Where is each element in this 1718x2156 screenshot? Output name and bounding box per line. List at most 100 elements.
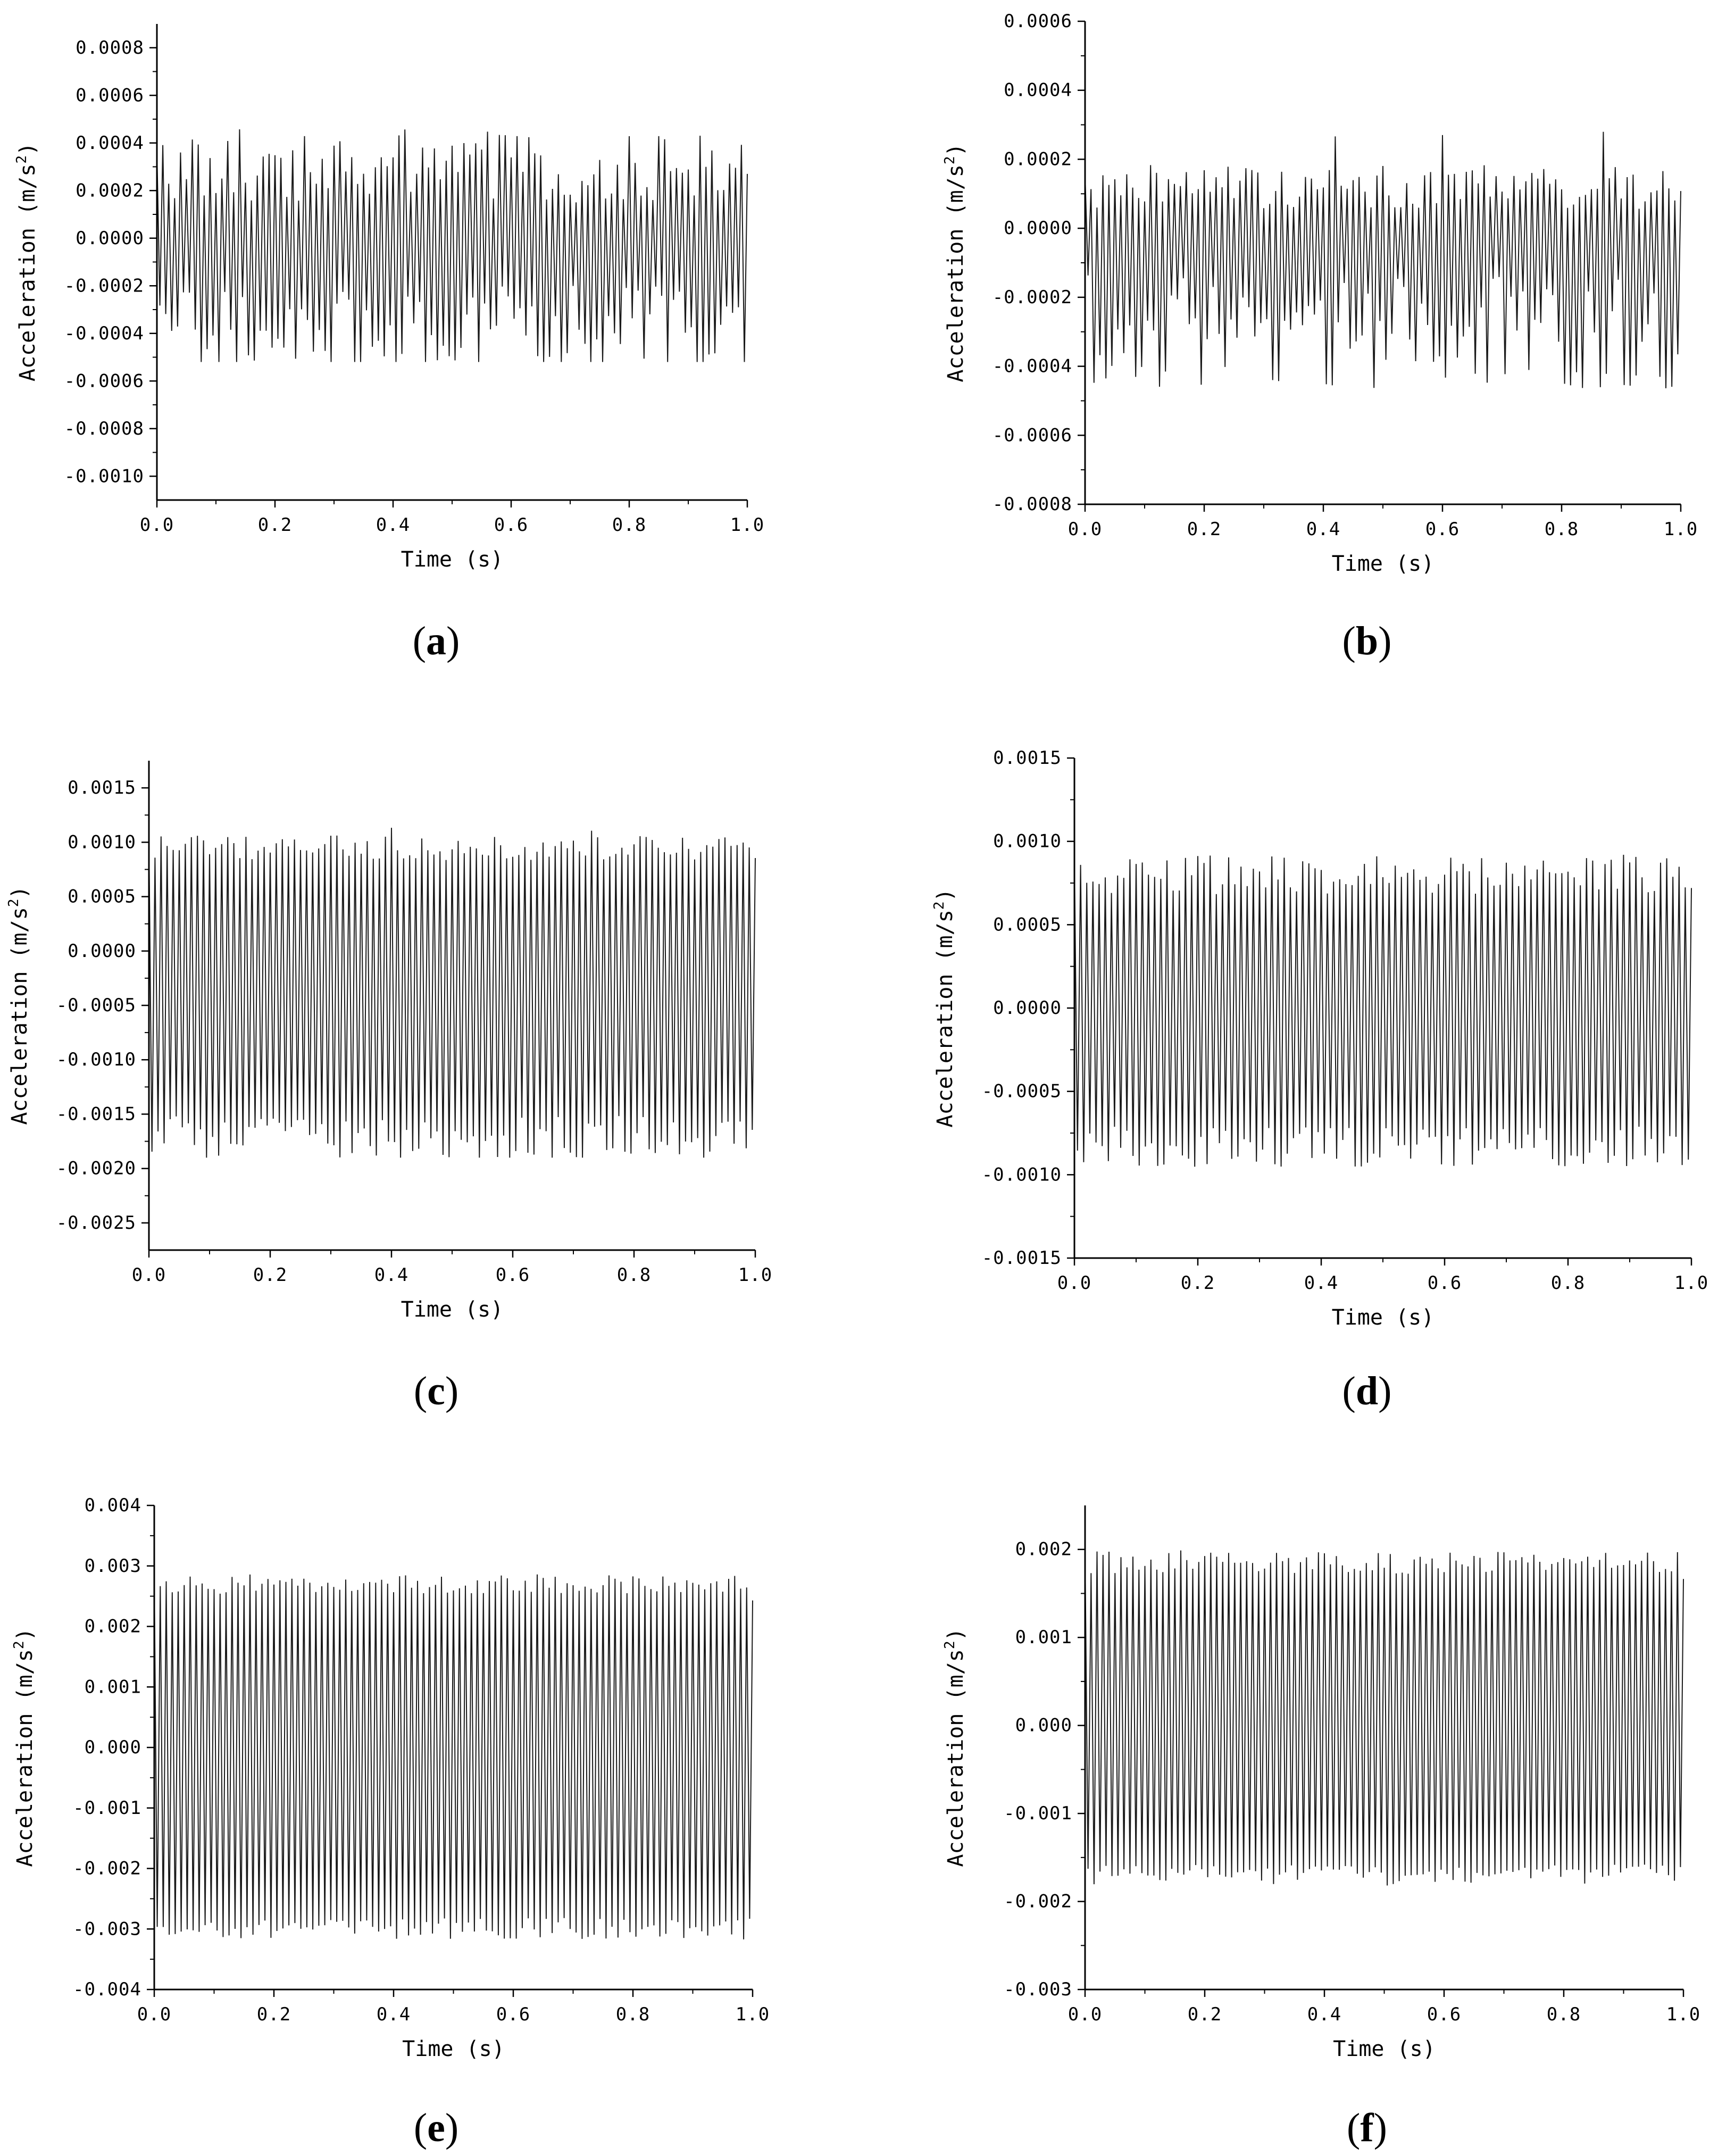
x-tick-label: 0.2 (1188, 2004, 1222, 2025)
x-tick-label: 0.0 (1068, 519, 1102, 540)
x-tick-label: 1.0 (730, 514, 764, 536)
y-tick-label: 0.000 (1015, 1715, 1072, 1736)
x-tick-label: 0.0 (137, 2004, 171, 2025)
x-tick-label: 0.8 (616, 2004, 650, 2025)
y-tick-label: -0.0008 (64, 418, 144, 439)
x-tick-label: 0.0 (1068, 2004, 1102, 2025)
x-axis-title: Time (s) (1333, 2037, 1436, 2061)
x-tick-label: 1.0 (1664, 519, 1698, 540)
x-tick-label: 0.6 (496, 2004, 530, 2025)
y-tick-label: 0.0008 (76, 37, 144, 59)
y-tick-label: 0.0000 (68, 940, 136, 962)
y-tick-label: -0.0006 (993, 424, 1072, 446)
y-tick-label: 0.0015 (993, 747, 1062, 769)
x-tick-label: 0.4 (1307, 2004, 1341, 2025)
x-tick-label: 0.4 (376, 514, 410, 536)
x-tick-label: 0.4 (1304, 1272, 1338, 1294)
y-tick-label: -0.0010 (56, 1049, 136, 1070)
y-tick-label: -0.0005 (982, 1081, 1062, 1102)
y-tick-label: -0.001 (73, 1797, 141, 1819)
y-tick-label: -0.0020 (56, 1158, 136, 1179)
chart-panel-b: -0.0008 -0.0006 -0.0004 -0.0002 0.0000 0.0002… (942, 11, 1698, 663)
x-tick-label: 1.0 (736, 2004, 770, 2025)
y-axis-title: Acceleration (m/s2) (942, 1628, 968, 1867)
y-tick-label: 0.0000 (1004, 218, 1072, 239)
x-axis-title: Time (s) (401, 547, 504, 572)
x-tick-label: 0.0 (132, 1264, 166, 1286)
panel-label: (b) (1342, 619, 1392, 663)
y-tick-label: -0.0004 (993, 356, 1072, 377)
y-tick-label: 0.0002 (1004, 148, 1072, 170)
y-tick-label: 0.001 (1015, 1627, 1072, 1648)
y-tick-label: -0.002 (73, 1858, 141, 1879)
y-tick-label: -0.003 (1004, 1979, 1072, 2000)
x-tick-label: 0.4 (374, 1264, 408, 1286)
y-tick-label: 0.0000 (993, 997, 1062, 1019)
y-tick-label: 0.000 (85, 1737, 141, 1758)
x-tick-label: 0.2 (1187, 519, 1221, 540)
signal-line (156, 129, 748, 362)
y-tick-label: -0.0015 (982, 1247, 1062, 1269)
y-tick-label: 0.0010 (993, 831, 1062, 852)
y-tick-label: 0.0002 (76, 180, 144, 201)
chart-panel-a: -0.0010 -0.0008 -0.0006 -0.0004 -0.0002 0.000… (14, 24, 764, 663)
y-axis-title: Acceleration (m/s2) (14, 143, 40, 381)
panel-label: (e) (414, 2105, 458, 2150)
x-tick-label: 0.2 (253, 1264, 287, 1286)
y-tick-label: 0.0000 (76, 228, 144, 249)
panel-label: (f) (1347, 2105, 1387, 2150)
x-tick-label: 0.6 (1428, 1272, 1462, 1294)
y-axis-title: Acceleration (m/s2) (11, 1628, 37, 1867)
x-tick-label: 0.6 (1425, 519, 1460, 540)
y-tick-label: -0.0025 (56, 1212, 136, 1234)
x-axis-title: Time (s) (402, 2037, 505, 2061)
x-tick-label: 0.8 (1545, 519, 1579, 540)
chart-panel-f: -0.003 -0.002 -0.001 0.000 0.001 0.002 0.0 0.2 0… (942, 1505, 1700, 2150)
chart-panel-c: -0.0025 -0.0020 -0.0015 -0.0010 -0.0005 0.000… (6, 761, 772, 1413)
y-tick-label: 0.0006 (76, 85, 144, 106)
y-tick-label: 0.002 (1015, 1539, 1072, 1560)
x-tick-label: 1.0 (738, 1264, 772, 1286)
y-tick-label: -0.0002 (64, 275, 144, 296)
x-tick-label: 1.0 (1666, 2004, 1700, 2025)
x-tick-label: 0.6 (1427, 2004, 1461, 2025)
x-tick-label: 0.6 (496, 1264, 530, 1286)
x-tick-label: 0.8 (1551, 1272, 1585, 1294)
panel-label: (d) (1342, 1369, 1392, 1413)
y-tick-label: -0.0004 (64, 323, 144, 344)
y-tick-label: -0.001 (1004, 1803, 1072, 1824)
y-tick-label: 0.0015 (68, 777, 136, 798)
x-tick-label: 0.2 (1181, 1272, 1215, 1294)
signal-line (1074, 854, 1692, 1167)
y-axis-title: Acceleration (m/s2) (942, 143, 968, 382)
y-tick-label: 0.0005 (68, 886, 136, 908)
x-tick-label: 0.8 (1547, 2004, 1581, 2025)
signal-line (1085, 131, 1681, 388)
y-tick-label: -0.0006 (64, 370, 144, 392)
y-axis-title: Acceleration (m/s2) (6, 886, 32, 1125)
x-tick-label: 1.0 (1674, 1272, 1708, 1294)
signal-line (148, 828, 756, 1158)
y-tick-label: -0.0005 (56, 995, 136, 1016)
x-axis-title: Time (s) (401, 1297, 504, 1322)
signal-line (1085, 1550, 1684, 1886)
signal-line (154, 1574, 753, 1939)
y-tick-label: 0.001 (85, 1676, 141, 1697)
x-axis-title: Time (s) (1332, 1305, 1435, 1330)
y-tick-label: 0.004 (85, 1495, 141, 1516)
x-tick-label: 0.0 (1057, 1272, 1091, 1294)
x-tick-label: 0.2 (257, 2004, 291, 2025)
y-tick-label: -0.0002 (993, 287, 1072, 308)
x-tick-label: 0.8 (612, 514, 646, 536)
y-tick-label: -0.004 (73, 1979, 141, 2000)
y-tick-label: 0.0006 (1004, 11, 1072, 32)
y-tick-label: -0.0015 (56, 1103, 136, 1125)
x-tick-label: 0.6 (494, 514, 528, 536)
y-tick-label: -0.0008 (993, 494, 1072, 515)
x-tick-label: 0.8 (617, 1264, 651, 1286)
y-tick-label: 0.0010 (68, 831, 136, 853)
y-tick-label: -0.002 (1004, 1891, 1072, 1912)
x-axis-title: Time (s) (1332, 552, 1435, 576)
x-tick-label: 0.2 (258, 514, 292, 536)
